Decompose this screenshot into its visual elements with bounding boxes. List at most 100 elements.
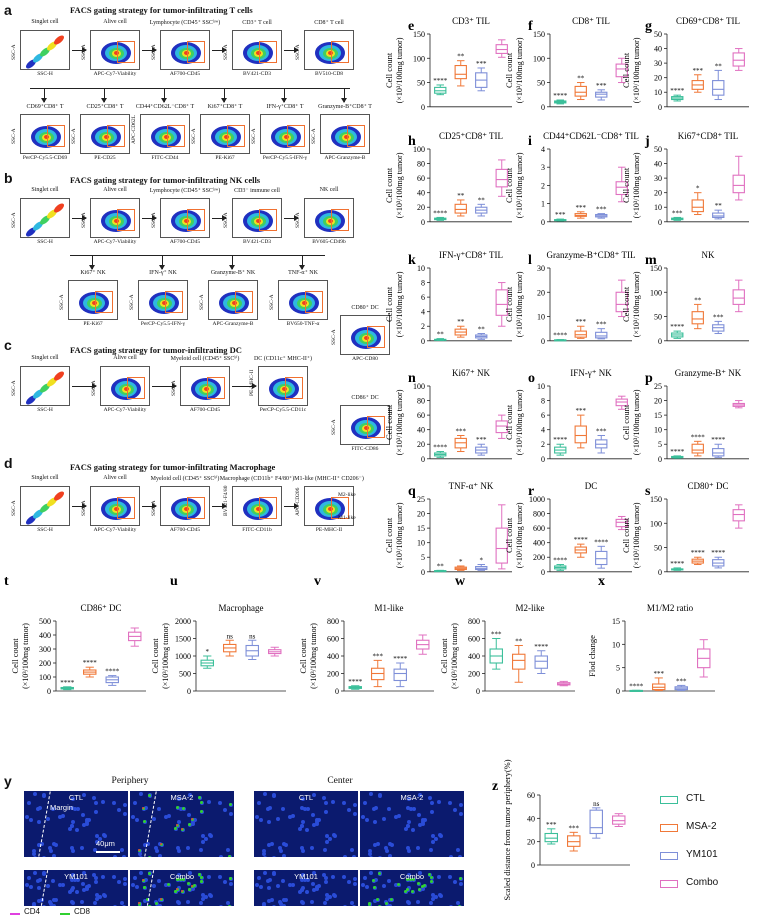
cell-dot (48, 849, 53, 854)
cd8-swatch (60, 913, 70, 915)
panel-letter-p: p (645, 371, 653, 386)
cell-dot (143, 898, 147, 903)
cell-dot (322, 796, 327, 801)
cell-dot (92, 796, 97, 801)
cell-dot (138, 792, 143, 797)
cell-dot (331, 799, 336, 804)
cell-dot (428, 848, 433, 853)
box-msa-2: ** (512, 638, 526, 683)
significance-label: **** (105, 668, 120, 676)
box-combo (495, 159, 508, 197)
y-axis-label: Cell count (504, 286, 514, 322)
cell-dot (199, 801, 203, 805)
cell-dot (97, 895, 102, 900)
cell-dot (431, 896, 436, 901)
density-blob (327, 219, 333, 223)
cell-dot (178, 806, 183, 811)
y-tick-label: 0 (541, 103, 545, 112)
significance-label: *** (672, 209, 683, 217)
cell-dot (67, 889, 72, 894)
y-tick-label: 8 (421, 279, 425, 288)
box-msa-2: **** (691, 433, 705, 457)
cell-dot (121, 855, 126, 857)
box-iqr (615, 63, 628, 78)
y-tick-label: 0 (421, 218, 425, 227)
cell-dot (47, 845, 52, 850)
cell-dot (187, 870, 192, 875)
cell-dot (312, 887, 317, 892)
significance-label: *** (576, 318, 587, 326)
cell-dot (217, 800, 222, 805)
y-tick-label: 1000 (175, 652, 191, 661)
cell-dot (411, 828, 415, 832)
flow-arrow (284, 47, 299, 53)
cell-dot (258, 884, 263, 889)
cell-dot (407, 848, 412, 853)
cell-dot (185, 845, 190, 850)
gate-box (117, 41, 135, 63)
micro-label: CTL (298, 793, 314, 802)
y-tick-label: 5 (421, 553, 425, 562)
cell-dot (200, 833, 205, 838)
cell-dot (147, 856, 151, 857)
cell-dot (331, 893, 336, 898)
box-ctl: **** (553, 332, 568, 342)
significance-label: ** (457, 318, 465, 326)
cell-dot (429, 801, 434, 806)
facs-a-row2-5-xlabel: APC-Granzyme-B (324, 155, 366, 161)
chart-m: m NK 0 50 100 150 Cell count (×10³/100mg tumor)… (621, 250, 749, 346)
box-ctl: ** (434, 331, 447, 341)
cell-dot (302, 806, 307, 811)
box-ym101: * (475, 557, 488, 571)
cell-dot (299, 846, 304, 851)
cell-dot (32, 849, 37, 853)
density-blob (183, 507, 189, 511)
cell-dot (36, 885, 41, 890)
gate-box (187, 41, 205, 63)
cell-dot (191, 821, 196, 826)
cell-dot (33, 856, 38, 857)
significance-label: **** (594, 538, 609, 546)
box-iqr (595, 331, 608, 339)
y-tick-label: 0 (476, 687, 480, 696)
chart-z: z 0 20 40 60 Scaled distance from tumor perip… (492, 759, 630, 901)
facs-c-row1-2 (180, 366, 230, 406)
y-tick-label: 0 (421, 337, 425, 346)
cell-dot (271, 793, 276, 798)
gate-box (165, 291, 183, 313)
cell-dot (449, 904, 454, 906)
cell-dot (310, 812, 315, 817)
cell-dot (191, 884, 194, 887)
cell-dot (101, 833, 106, 838)
significance-label: ** (515, 638, 523, 646)
cell-dot (130, 814, 135, 819)
y-axis-label: Cell count (504, 52, 514, 88)
box-combo (495, 282, 508, 327)
y-tick-label: 10 (537, 382, 545, 391)
y-tick-label: 200 (533, 553, 545, 562)
cell-dot (428, 796, 433, 801)
y-axis-label: Cell count (621, 517, 631, 553)
flow-arrow (284, 503, 299, 509)
box-ctl: **** (670, 87, 685, 102)
y-axis-label-unit: (×10³/100mg tumor) (632, 37, 641, 103)
y-tick-label: 5 (616, 664, 620, 673)
gate-box (287, 125, 305, 147)
cell-dot (130, 882, 135, 887)
y-tick-label: 20 (417, 440, 425, 449)
cell-dot (120, 900, 125, 905)
significance-label: * (459, 558, 463, 566)
gate-box (227, 125, 245, 147)
cell-dot (377, 793, 382, 798)
cell-dot (175, 846, 180, 851)
cell-dot (41, 856, 46, 857)
panel-letter-i: i (528, 134, 532, 149)
facs-b-row2-3-xlabel: BV650-TNF-α (286, 321, 320, 327)
cell-dot (384, 849, 389, 854)
cell-dot (138, 852, 143, 857)
box-ym101: **** (534, 643, 549, 674)
